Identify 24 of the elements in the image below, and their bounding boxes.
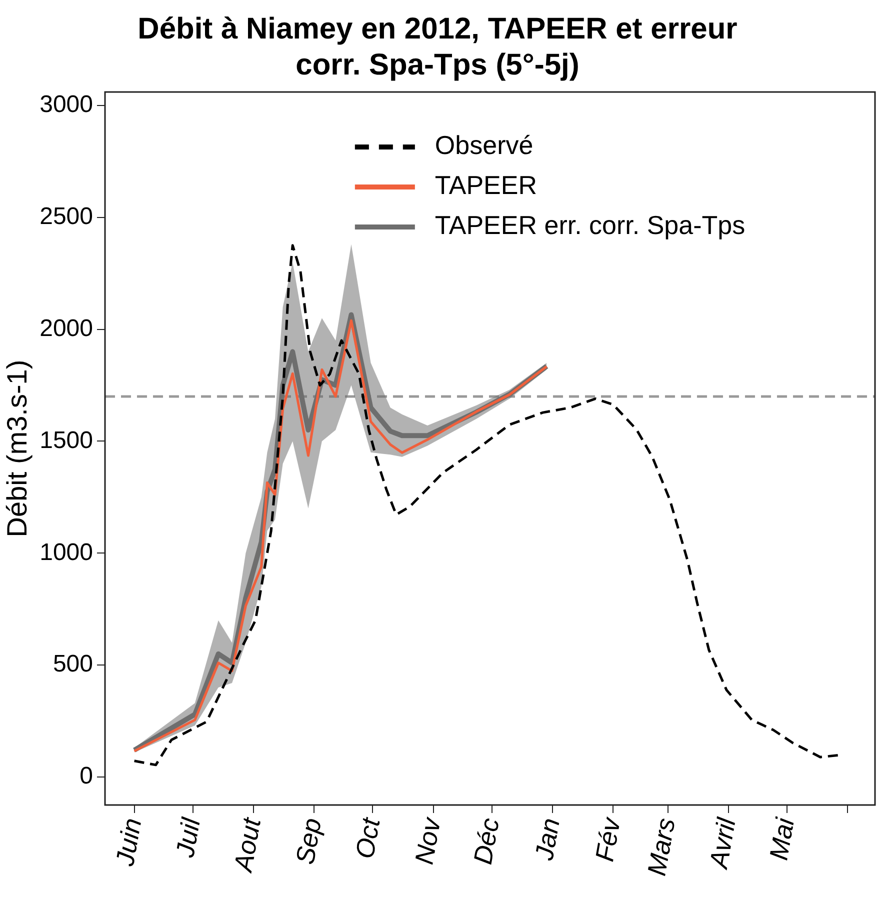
- y-tick-label: 2500: [40, 202, 93, 230]
- legend-label: TAPEER: [434, 170, 538, 200]
- x-tick-label: Déc: [467, 816, 505, 867]
- y-tick-label: 3000: [40, 91, 93, 118]
- x-tick-label: Sep: [290, 816, 328, 867]
- legend-label: Observé: [434, 130, 534, 160]
- y-tick-label: 0: [80, 762, 93, 790]
- x-tick-label: Mars: [641, 816, 681, 878]
- x-tick-label: Aout: [227, 814, 267, 876]
- y-tick-label: 1000: [40, 538, 93, 566]
- y-tick-label: 1500: [40, 426, 93, 454]
- x-tick-label: Oct: [349, 814, 386, 861]
- legend-label: TAPEER err. corr. Spa-Tps: [434, 210, 746, 240]
- y-tick-label: 500: [52, 650, 93, 678]
- x-tick-label: Juil: [169, 814, 206, 860]
- chart-title: Débit à Niamey en 2012, TAPEER et erreur corr. Spa-Tps (5°-5j): [138, 12, 738, 82]
- x-tick-label: Jan: [528, 816, 566, 864]
- x-tick-label: Juin: [109, 816, 148, 869]
- y-tick-label: 2000: [40, 314, 93, 342]
- x-tick-label: Fév: [589, 814, 626, 864]
- x-tick-label: Avril: [702, 814, 742, 872]
- y-axis-title: Débit (m3.s-1): [2, 360, 33, 538]
- x-tick-label: Mai: [763, 814, 800, 862]
- x-tick-label: Nov: [408, 814, 447, 867]
